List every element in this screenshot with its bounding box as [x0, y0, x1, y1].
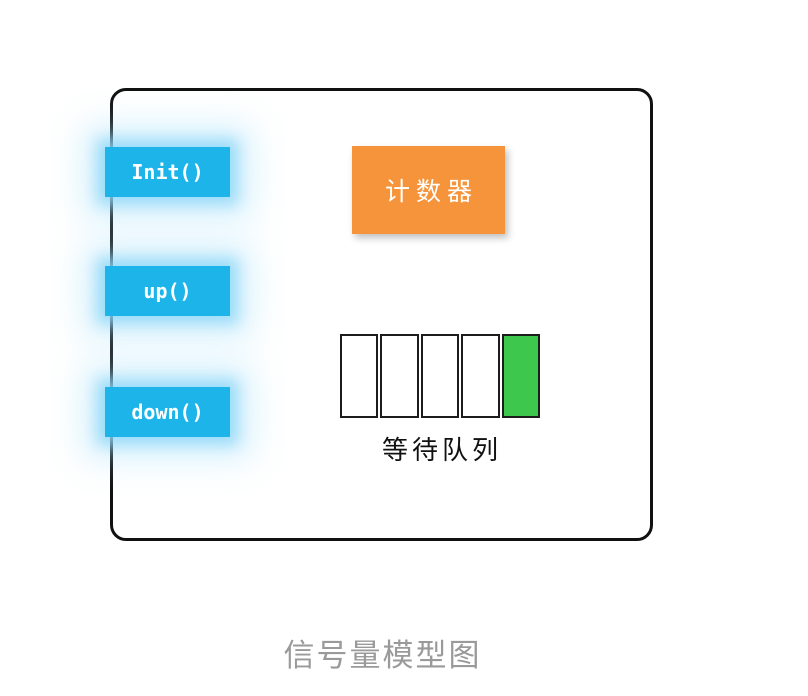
- queue-cell: [501, 334, 541, 418]
- wait-queue: [340, 334, 541, 418]
- counter-box: 计数器: [352, 146, 505, 234]
- wait-queue-label: 等待队列: [381, 435, 502, 465]
- queue-cell: [461, 334, 500, 418]
- queue-cell: [420, 334, 460, 418]
- up-operation-button[interactable]: up(): [105, 266, 230, 316]
- down-operation-button[interactable]: down(): [105, 387, 230, 437]
- diagram-caption: 信号量模型图: [283, 638, 482, 673]
- queue-cell: [380, 334, 419, 418]
- init-operation-button[interactable]: Init(): [105, 147, 230, 197]
- queue-cell: [340, 334, 379, 418]
